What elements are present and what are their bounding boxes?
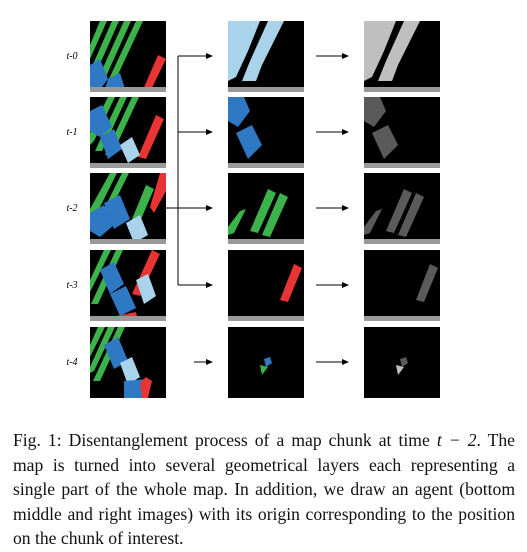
figure-caption: Fig. 1: Disentanglement process of a map…: [13, 428, 515, 551]
layer-gray-t0: [364, 21, 440, 92]
row-label-t2: t-2: [66, 203, 77, 214]
layer-gray-t3: [364, 250, 440, 321]
row-label-t4: t-4: [66, 357, 77, 368]
map-full-t3: [90, 250, 166, 321]
layer-red-t3: [228, 250, 304, 321]
map-full-t2: [90, 173, 166, 244]
layer-green-t2: [228, 173, 304, 244]
agent-marker: [264, 357, 272, 367]
row-label-t1: t-1: [66, 127, 77, 138]
layer-blue-t1: [228, 97, 304, 168]
figure-diagram: t-0 t-1 t-2 t-3 t-4: [66, 21, 440, 398]
caption-label: Fig. 1:: [13, 430, 62, 450]
map-full-t1: [90, 97, 166, 168]
layer-gray-agent-t4: [364, 327, 440, 398]
row-label-t3: t-3: [66, 280, 77, 291]
layer-agent-t4: [228, 327, 304, 398]
layer-gray-t2: [364, 173, 440, 244]
layer-gray-t1: [364, 97, 440, 168]
caption-text-rest: . The map is turned into several geometr…: [13, 430, 515, 548]
caption-text: Disentanglement process of a map chunk a…: [68, 430, 430, 450]
row-label-t0: t-0: [66, 51, 77, 62]
arrows-left-to-middle: [166, 53, 213, 288]
map-full-t0: [90, 21, 166, 92]
layer-lightblue-t0: [228, 21, 304, 92]
arrows-middle-to-right: [316, 53, 349, 365]
map-full-t4: [90, 327, 166, 398]
caption-math: t − 2: [436, 430, 477, 450]
